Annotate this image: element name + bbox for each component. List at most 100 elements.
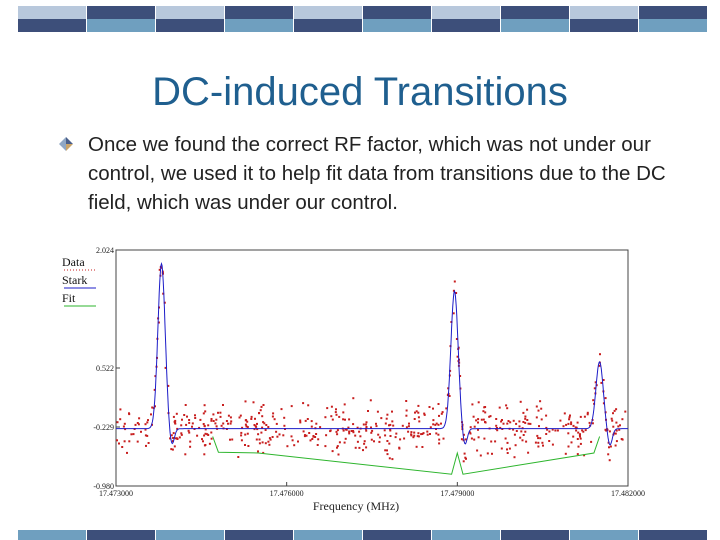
data-point — [334, 411, 337, 414]
data-point — [324, 445, 327, 448]
data-point — [537, 437, 540, 440]
data-point — [246, 426, 249, 428]
data-point — [551, 443, 554, 446]
data-point — [437, 423, 440, 426]
data-point — [187, 429, 190, 432]
data-point — [534, 441, 537, 444]
data-point — [445, 407, 448, 410]
data-point — [348, 432, 351, 435]
data-point — [325, 434, 328, 437]
data-point — [212, 420, 215, 422]
data-point — [522, 421, 525, 423]
stark-line — [116, 261, 628, 446]
data-point — [264, 429, 267, 431]
data-point — [615, 421, 618, 424]
data-point — [613, 409, 616, 412]
data-point — [343, 403, 346, 406]
data-point — [299, 421, 302, 424]
data-point — [160, 266, 163, 269]
data-point — [384, 422, 387, 425]
data-point — [455, 338, 458, 340]
x-tick-label: 17.479000 — [440, 489, 474, 498]
data-point — [471, 403, 474, 406]
data-point — [486, 452, 489, 455]
data-point — [119, 418, 122, 421]
data-point — [244, 419, 247, 422]
data-point — [215, 425, 218, 428]
data-point — [602, 379, 605, 381]
data-point — [422, 432, 425, 435]
data-point — [201, 438, 203, 441]
data-point — [255, 438, 258, 441]
data-point — [150, 413, 152, 416]
data-point — [352, 431, 355, 434]
data-point — [202, 423, 205, 425]
band-segment — [501, 530, 569, 540]
band-segment — [156, 530, 224, 540]
data-point — [338, 441, 341, 444]
data-point — [570, 441, 573, 444]
data-point — [512, 419, 515, 422]
data-point — [579, 437, 582, 440]
data-point — [567, 432, 570, 435]
data-point — [207, 424, 210, 427]
data-point — [305, 434, 308, 437]
data-point — [568, 418, 571, 421]
data-point — [138, 417, 141, 420]
data-point — [128, 440, 131, 443]
data-point — [415, 410, 418, 413]
data-point — [524, 417, 527, 420]
data-point — [250, 415, 253, 418]
data-point — [434, 423, 437, 426]
data-point — [576, 421, 579, 424]
legend-label: Data — [62, 255, 85, 269]
data-point — [405, 400, 408, 402]
data-point — [194, 417, 197, 419]
data-point — [598, 364, 601, 367]
data-point — [378, 440, 381, 443]
data-point — [537, 445, 540, 448]
data-point — [418, 420, 421, 423]
data-point — [307, 404, 310, 407]
data-point — [203, 453, 206, 456]
data-point — [184, 453, 187, 456]
data-point — [240, 439, 243, 442]
data-point — [331, 418, 334, 421]
data-point — [583, 415, 586, 418]
data-point — [505, 404, 508, 407]
data-point — [389, 435, 392, 437]
data-point — [475, 419, 478, 422]
data-point — [413, 418, 416, 420]
data-point — [370, 431, 373, 434]
band-segment — [432, 530, 500, 540]
data-point — [246, 432, 249, 435]
data-point — [304, 434, 306, 437]
x-axis-label: Frequency (MHz) — [313, 499, 399, 513]
data-point — [269, 438, 272, 441]
data-point — [567, 422, 570, 425]
data-point — [358, 446, 361, 449]
data-point — [415, 445, 418, 448]
data-point — [240, 434, 243, 437]
data-point — [514, 444, 517, 447]
data-point — [331, 450, 334, 453]
data-point — [244, 423, 247, 426]
data-point — [271, 436, 274, 438]
data-point — [219, 415, 222, 418]
data-point — [607, 453, 610, 456]
data-point — [178, 436, 181, 439]
data-point — [347, 426, 350, 429]
data-point — [222, 422, 225, 425]
data-point — [464, 456, 467, 459]
data-point — [515, 430, 518, 432]
data-point — [496, 429, 499, 432]
data-point — [365, 421, 368, 424]
data-point — [518, 425, 521, 428]
data-point — [171, 448, 174, 451]
data-point — [586, 411, 589, 414]
data-point — [391, 410, 393, 413]
data-point — [169, 437, 172, 440]
data-point — [506, 422, 509, 425]
band-segment — [570, 19, 638, 32]
data-point — [614, 432, 617, 435]
